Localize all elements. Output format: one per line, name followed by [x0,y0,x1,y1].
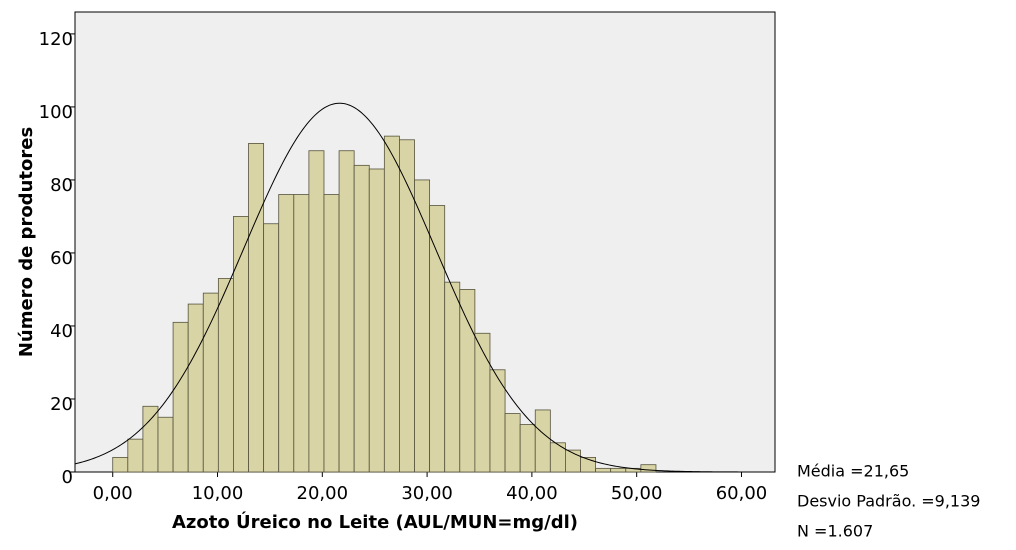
bar [248,143,265,473]
y-tick-label: 40 [50,321,73,342]
bar [217,278,234,473]
bar [338,150,355,473]
y-tick-label: 0 [62,467,73,488]
y-tick-label: 120 [39,29,73,50]
stat-label: Média =21,65 [797,462,909,481]
bar [519,424,536,473]
bar [142,405,159,473]
bar [157,416,174,473]
x-tick-label: 10,00 [192,483,244,504]
stat-label: N =1.607 [797,522,873,541]
bar [414,179,431,473]
x-tick-label: 20,00 [297,483,349,504]
y-tick-label: 60 [50,248,73,269]
bar [429,205,446,473]
y-axis-label: Número de produtores [16,127,37,357]
bar [474,332,491,473]
bar [444,281,461,473]
bar [580,456,596,473]
x-tick-label: 30,00 [401,483,453,504]
x-tick-label: 50,00 [611,483,663,504]
bar [549,442,566,473]
bar [323,194,340,473]
bar [187,303,204,473]
bar [595,467,612,473]
x-tick-label: 40,00 [506,483,558,504]
y-tick-label: 20 [50,394,73,415]
bar [112,456,129,473]
x-tick-label: 0,00 [93,483,133,504]
bar [368,168,385,473]
bar [202,292,219,473]
stat-label: Desvio Padrão. =9,139 [797,492,980,511]
bar [640,464,657,473]
bar [610,467,627,473]
bar [172,321,189,473]
bar [353,164,370,473]
bar [504,413,521,473]
y-tick-label: 80 [50,175,73,196]
normal-curve [74,102,776,473]
bar [459,289,476,473]
bar [293,194,310,473]
bar [534,409,551,473]
bar [308,150,325,473]
bar [383,135,400,473]
bar [263,223,280,473]
bar [278,194,295,473]
bar [399,139,415,473]
y-tick-label: 100 [39,102,73,123]
x-axis-label: Azoto Úreico no Leite (AUL/MUN=mg/dl) [172,511,578,533]
x-tick-label: 60,00 [716,483,768,504]
bar [127,438,144,473]
